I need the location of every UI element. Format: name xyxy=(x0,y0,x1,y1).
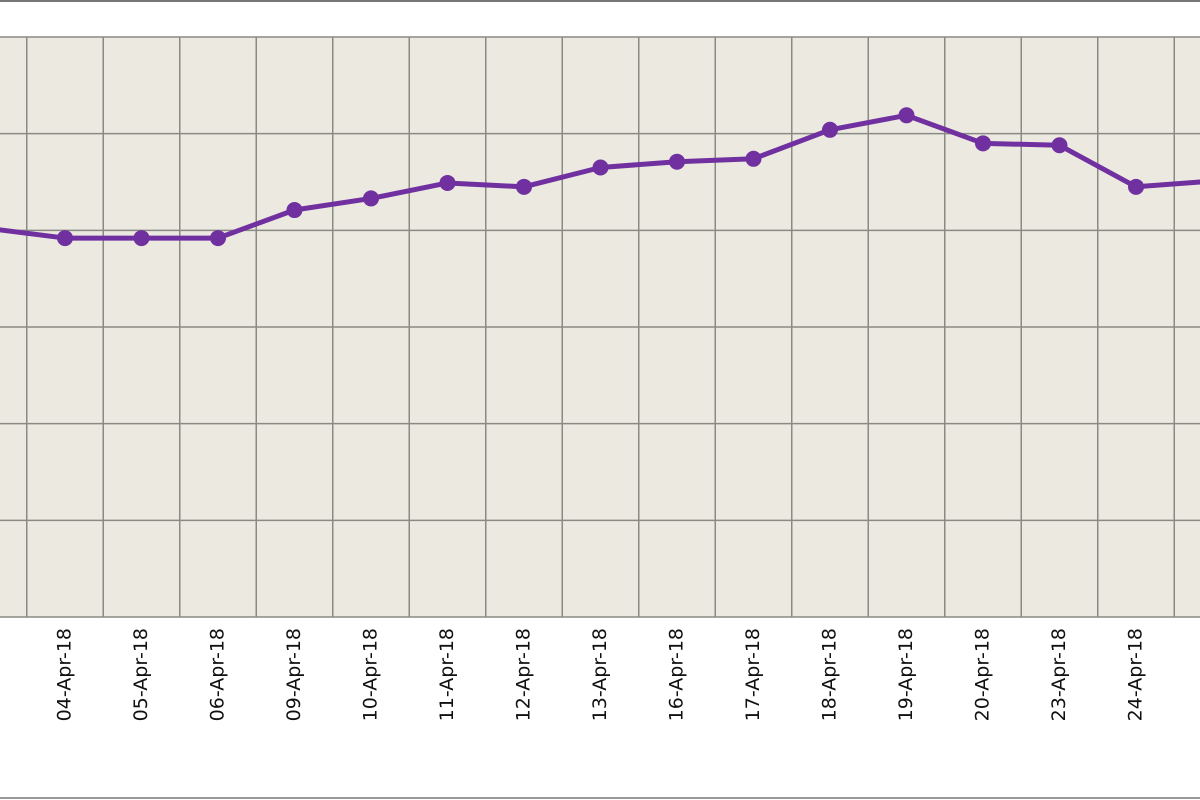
x-tick-label: 20-Apr-18 xyxy=(972,628,994,721)
data-point xyxy=(286,202,303,219)
data-point xyxy=(822,121,838,138)
data-point xyxy=(898,107,915,124)
data-point xyxy=(57,230,73,247)
data-point xyxy=(210,230,226,247)
data-point xyxy=(1128,178,1144,195)
data-point xyxy=(592,159,609,176)
x-tick-label: 09-Apr-18 xyxy=(283,628,305,721)
x-tick-label: 10-Apr-18 xyxy=(360,628,382,721)
x-tick-label: 19-Apr-18 xyxy=(895,628,917,721)
x-tick-label: 16-Apr-18 xyxy=(666,628,688,721)
x-tick-label: 24-Apr-18 xyxy=(1125,628,1147,721)
x-tick-label: 05-Apr-18 xyxy=(130,628,152,721)
data-point xyxy=(975,135,991,152)
x-tick-label: 06-Apr-18 xyxy=(207,628,229,721)
data-point xyxy=(363,190,379,207)
x-tick-label: 11-Apr-18 xyxy=(436,628,458,721)
data-point xyxy=(516,178,532,195)
data-point xyxy=(669,153,685,170)
x-tick-label: 17-Apr-18 xyxy=(742,628,764,721)
data-point xyxy=(133,230,150,247)
data-point xyxy=(745,150,762,167)
x-tick-label: 23-Apr-18 xyxy=(1048,628,1070,721)
x-tick-label: 13-Apr-18 xyxy=(589,628,611,721)
data-point xyxy=(1051,137,1068,154)
data-point xyxy=(439,174,456,191)
x-tick-label: 04-Apr-18 xyxy=(54,628,76,721)
x-tick-label: 12-Apr-18 xyxy=(513,628,535,721)
x-tick-label: 18-Apr-18 xyxy=(819,628,841,721)
